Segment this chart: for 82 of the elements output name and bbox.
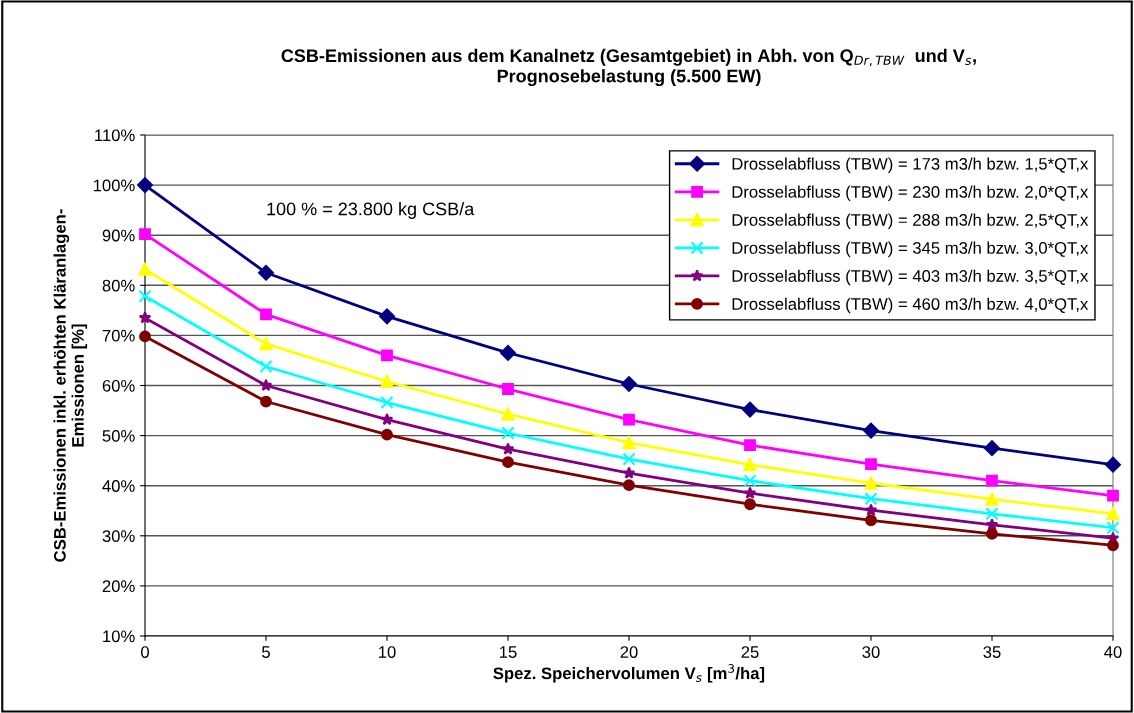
- point: [986, 474, 998, 487]
- point: [864, 476, 878, 490]
- point: [744, 439, 756, 452]
- x-axis-title: Spez. Speichervolumen V$_{s}$ [m$^{3}$/ha]: [493, 664, 765, 683]
- legend-label: Drosselabfluss (TBW) = 230 m3/h bzw. 2,0*QT,x: [732, 185, 1089, 202]
- point: [259, 359, 273, 374]
- x-tick-label: 35: [983, 646, 1001, 658]
- legend-label: Drosselabfluss (TBW) = 403 m3/h bzw. 3,5*QT,x: [732, 269, 1089, 286]
- point: [259, 378, 273, 392]
- legend-label: Drosselabfluss (TBW) = 173 m3/h bzw. 1,5*QT,x: [732, 157, 1089, 174]
- y-tick-label: 50%: [102, 430, 135, 442]
- point: [138, 262, 152, 276]
- point: [1107, 539, 1119, 552]
- x-tick-label: 10: [379, 646, 396, 658]
- y-tick-label: 20%: [102, 580, 135, 593]
- point: [259, 337, 273, 351]
- y-tick-label: 10%: [103, 630, 135, 643]
- point: [623, 413, 635, 426]
- x-tick-label: 25: [741, 646, 759, 658]
- point: [502, 383, 514, 395]
- point: [139, 330, 151, 343]
- y-tick-label: 110%: [95, 129, 135, 142]
- point: [258, 264, 274, 281]
- point: [381, 349, 393, 362]
- point: [1106, 521, 1120, 535]
- y-tick-label: 30%: [102, 530, 135, 542]
- point: [501, 426, 515, 440]
- y-tick-label: 70%: [102, 329, 135, 342]
- point: [1107, 489, 1119, 502]
- point: [622, 436, 636, 450]
- x-tick-label: 20: [620, 646, 638, 658]
- point: [985, 507, 999, 521]
- y-tick-label: 90%: [102, 229, 135, 242]
- point: [744, 498, 756, 511]
- point: [501, 407, 515, 421]
- point: [743, 474, 757, 488]
- annotation: 100 % = 23.800 kg CSB/a: [267, 202, 475, 219]
- point: [138, 311, 152, 324]
- point: [260, 395, 272, 408]
- point: [984, 440, 1000, 457]
- point: [621, 376, 637, 392]
- x-tick-label: 30: [862, 646, 880, 658]
- legend-label: Drosselabfluss (TBW) = 460 m3/h bzw. 4,0*QT,x: [732, 297, 1089, 314]
- point: [380, 412, 394, 426]
- point: [864, 503, 878, 516]
- point: [742, 401, 758, 418]
- y-axis-title: CSB-Emissionen inkl. erhöhten Kläranlagen- Emissionen [%]: [53, 209, 88, 562]
- y-tick-label: 60%: [102, 379, 135, 392]
- point: [622, 452, 636, 466]
- point: [379, 308, 395, 325]
- point: [743, 458, 757, 472]
- x-tick-label: 5: [262, 646, 270, 658]
- point: [863, 422, 879, 439]
- point: [502, 456, 514, 469]
- point: [865, 514, 877, 527]
- point: [139, 228, 151, 241]
- point: [380, 395, 394, 410]
- y-tick-label: 40%: [102, 480, 135, 492]
- point: [743, 486, 757, 499]
- point: [260, 308, 272, 321]
- point: [623, 479, 635, 492]
- point: [137, 177, 153, 194]
- chart-title: CSB-Emissionen aus dem Kanalnetz (Gesamtgebiet) in Abh. von Q$_{Dr,TBW}$ und V$_{s}$, Prognosebelastung (5.500 EW): [281, 48, 976, 87]
- point: [985, 492, 999, 506]
- point: [1105, 456, 1121, 473]
- x-tick-label: 40: [1104, 646, 1122, 658]
- point: [501, 442, 515, 455]
- point: [381, 428, 393, 441]
- point: [1106, 507, 1120, 521]
- y-tick-label: 100%: [93, 179, 135, 192]
- x-tick-label: 0: [141, 646, 149, 658]
- point: [380, 374, 394, 389]
- point: [138, 289, 152, 303]
- x-tick-label: 15: [500, 646, 517, 658]
- point: [865, 458, 877, 471]
- point: [622, 466, 636, 479]
- point: [500, 345, 516, 361]
- legend-label: Drosselabfluss (TBW) = 345 m3/h bzw. 3,0*QT,x: [732, 241, 1089, 258]
- point: [986, 527, 998, 540]
- legend-label: Drosselabfluss (TBW) = 288 m3/h bzw. 2,5*QT,x: [732, 213, 1089, 230]
- point: [864, 492, 878, 506]
- y-tick-label: 80%: [102, 279, 135, 292]
